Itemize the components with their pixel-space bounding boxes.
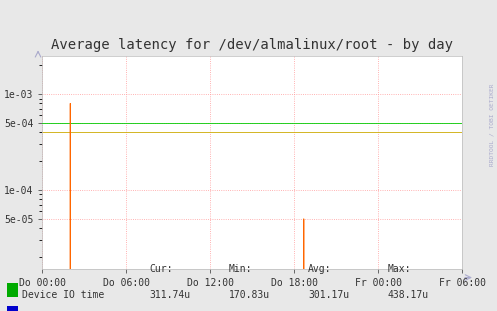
Text: Cur:: Cur: (149, 264, 172, 274)
Text: 311.74u: 311.74u (149, 290, 190, 300)
Text: 301.17u: 301.17u (308, 290, 349, 300)
Text: Device IO time: Device IO time (22, 290, 104, 300)
Text: 170.83u: 170.83u (229, 290, 270, 300)
Y-axis label: seconds: seconds (0, 142, 1, 183)
Text: Avg:: Avg: (308, 264, 331, 274)
Text: 438.17u: 438.17u (388, 290, 429, 300)
Text: Min:: Min: (229, 264, 252, 274)
Text: RRDTOOL / TOBI OETIKER: RRDTOOL / TOBI OETIKER (490, 83, 495, 166)
Title: Average latency for /dev/almalinux/root - by day: Average latency for /dev/almalinux/root … (51, 38, 453, 52)
Text: Max:: Max: (388, 264, 411, 274)
